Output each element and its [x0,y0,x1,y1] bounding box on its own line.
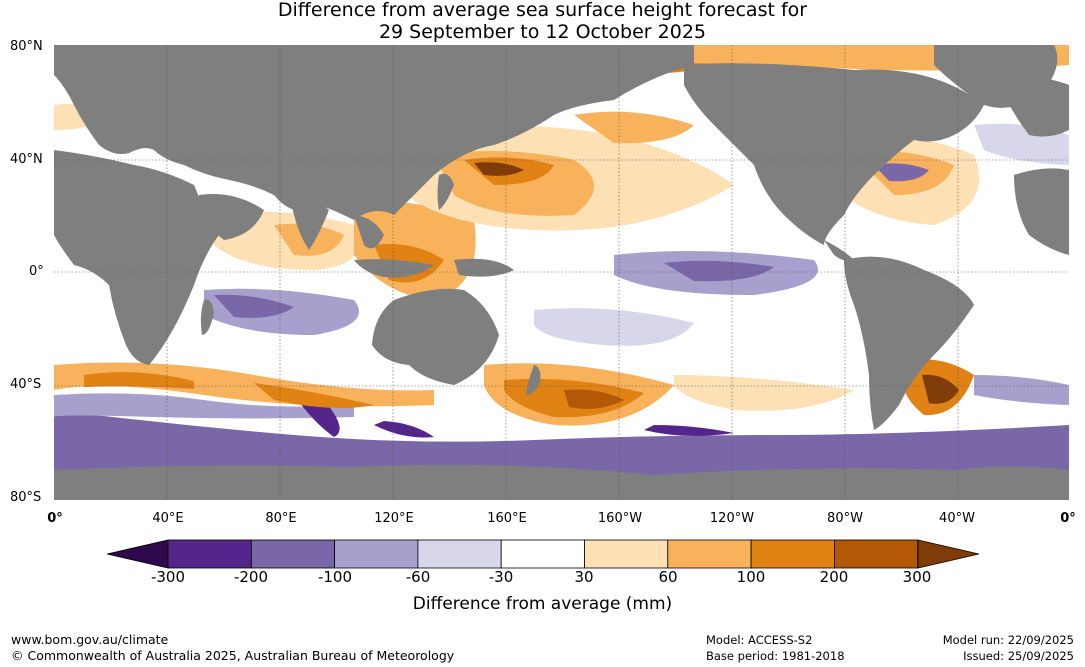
lon-label-40w: 40°W [939,511,975,526]
colorbar-segment [167,539,252,569]
colorbar-segment [750,539,835,569]
model-run-date: Model run: 22/09/2025 [942,633,1074,647]
colorbar-segment [584,539,669,569]
lon-label-80e: 80°E [265,511,297,526]
colorbar-tick: 100 [736,568,766,586]
colorbar-tick: 30 [574,568,594,586]
lon-label-0: 0° [47,511,63,526]
lat-label-80s: 80°S [10,490,42,505]
lon-label-160e: 160°E [487,511,527,526]
base-period: Base period: 1981-2018 [706,649,845,663]
lat-label-40s: 40°S [10,377,42,392]
colorbar-tick: 300 [902,568,932,586]
colorbar [107,539,979,569]
sea-surface-height-map [54,45,1069,500]
bom-url: www.bom.gov.au/climate [11,632,169,647]
issued-date: Issued: 25/09/2025 [963,649,1074,663]
land [54,45,1069,500]
map-title-line1: Difference from average sea surface heig… [277,0,808,21]
colorbar-tick: -100 [317,568,353,586]
colorbar-segment [500,539,585,569]
colorbar-segment [334,539,419,569]
colorbar-segment [834,539,919,569]
colorbar-tick: 200 [819,568,849,586]
lon-label-80w: 80°W [827,511,863,526]
colorbar-label: Difference from average (mm) [412,594,673,614]
model-name: Model: ACCESS-S2 [706,633,813,647]
lon-label-120e: 120°E [374,511,414,526]
lon-label-0-end: 0° [1060,511,1076,526]
colorbar-tick: 60 [658,568,678,586]
colorbar-tick: -30 [488,568,514,586]
lon-label-40e: 40°E [152,511,184,526]
lon-label-160w: 160°W [597,511,643,526]
colorbar-extend-low [107,539,169,569]
colorbar-tick: -60 [405,568,431,586]
colorbar-segment [250,539,336,569]
map-title-line2: 29 September to 12 October 2025 [378,21,707,43]
lat-label-80n: 80°N [10,39,43,54]
colorbar-tick: -300 [150,568,186,586]
lon-label-120w: 120°W [709,511,755,526]
colorbar-segment [417,539,502,569]
gridlines [54,45,1069,500]
lat-label-equator: 0° [29,264,44,279]
colorbar-tick: -200 [233,568,269,586]
colorbar-extend-high [917,539,979,569]
copyright-notice: © Commonwealth of Australia 2025, Austra… [11,648,455,663]
lat-label-40n: 40°N [10,152,43,167]
colorbar-segment [667,539,752,569]
